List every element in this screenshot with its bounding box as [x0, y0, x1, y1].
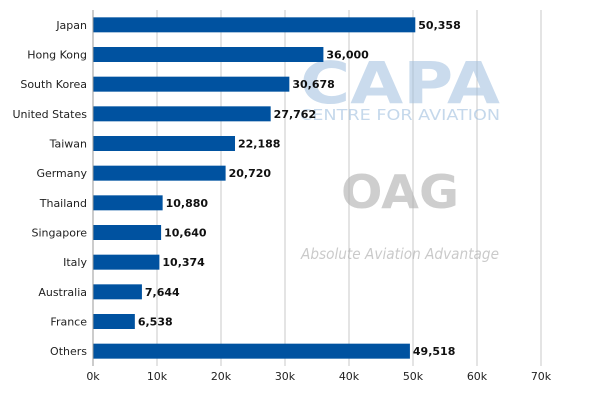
category-label: Germany — [36, 167, 87, 180]
category-label: Singapore — [32, 227, 88, 240]
capa-watermark-tagline: CENTRE FOR AVIATION — [300, 106, 500, 124]
watermarks: CAPA CENTRE FOR AVIATION OAG Absolute Av… — [300, 49, 500, 263]
bar — [93, 284, 142, 300]
bar — [93, 343, 410, 359]
category-label: Australia — [38, 286, 87, 299]
value-label: 49,518 — [413, 345, 455, 358]
category-label: Italy — [63, 256, 87, 269]
x-tick-label: 70k — [531, 370, 552, 383]
value-label: 10,880 — [166, 197, 209, 210]
category-label: Others — [50, 345, 87, 358]
x-tick-label: 30k — [275, 370, 296, 383]
value-label: 22,188 — [238, 138, 280, 151]
category-label: Taiwan — [49, 138, 87, 151]
bar — [93, 47, 324, 62]
category-label: United States — [13, 108, 88, 121]
bar — [93, 76, 290, 92]
value-label: 36,000 — [326, 49, 369, 62]
bar — [93, 106, 271, 122]
category-label: South Korea — [20, 78, 87, 91]
bar — [93, 195, 163, 211]
gridlines — [156, 10, 542, 366]
oag-watermark-logo: OAG — [341, 165, 459, 219]
value-label: 10,640 — [164, 227, 207, 240]
bar — [93, 136, 236, 151]
value-label: 27,762 — [274, 108, 316, 121]
category-label: Japan — [55, 19, 87, 32]
value-label: 10,374 — [162, 256, 205, 269]
x-tick-label: 60k — [467, 370, 488, 383]
bar — [93, 165, 226, 181]
capa-watermark-logo: CAPA — [300, 49, 500, 117]
value-label: 30,678 — [292, 78, 334, 91]
oag-watermark-tagline: Absolute Aviation Advantage — [300, 245, 499, 263]
value-label: 6,538 — [138, 316, 173, 329]
value-label: 50,358 — [418, 19, 460, 32]
x-tick-label: 50k — [403, 370, 424, 383]
x-tick-label: 20k — [211, 370, 232, 383]
category-label: Hong Kong — [27, 49, 87, 62]
bar — [93, 314, 135, 329]
x-tick-label: 0k — [86, 370, 100, 383]
x-tick-label: 10k — [147, 370, 168, 383]
bar — [93, 254, 160, 270]
bar — [93, 17, 416, 33]
value-label: 20,720 — [229, 167, 272, 180]
bar — [93, 225, 162, 240]
category-label: Thailand — [39, 197, 87, 210]
value-label: 7,644 — [145, 286, 180, 299]
x-tick-label: 40k — [339, 370, 360, 383]
category-label: France — [50, 316, 87, 329]
bars — [93, 17, 416, 359]
labels: 0k 10k 20k 30k 40k 50k 60k 70k Japan 50,358 Hong K… — [13, 19, 552, 383]
